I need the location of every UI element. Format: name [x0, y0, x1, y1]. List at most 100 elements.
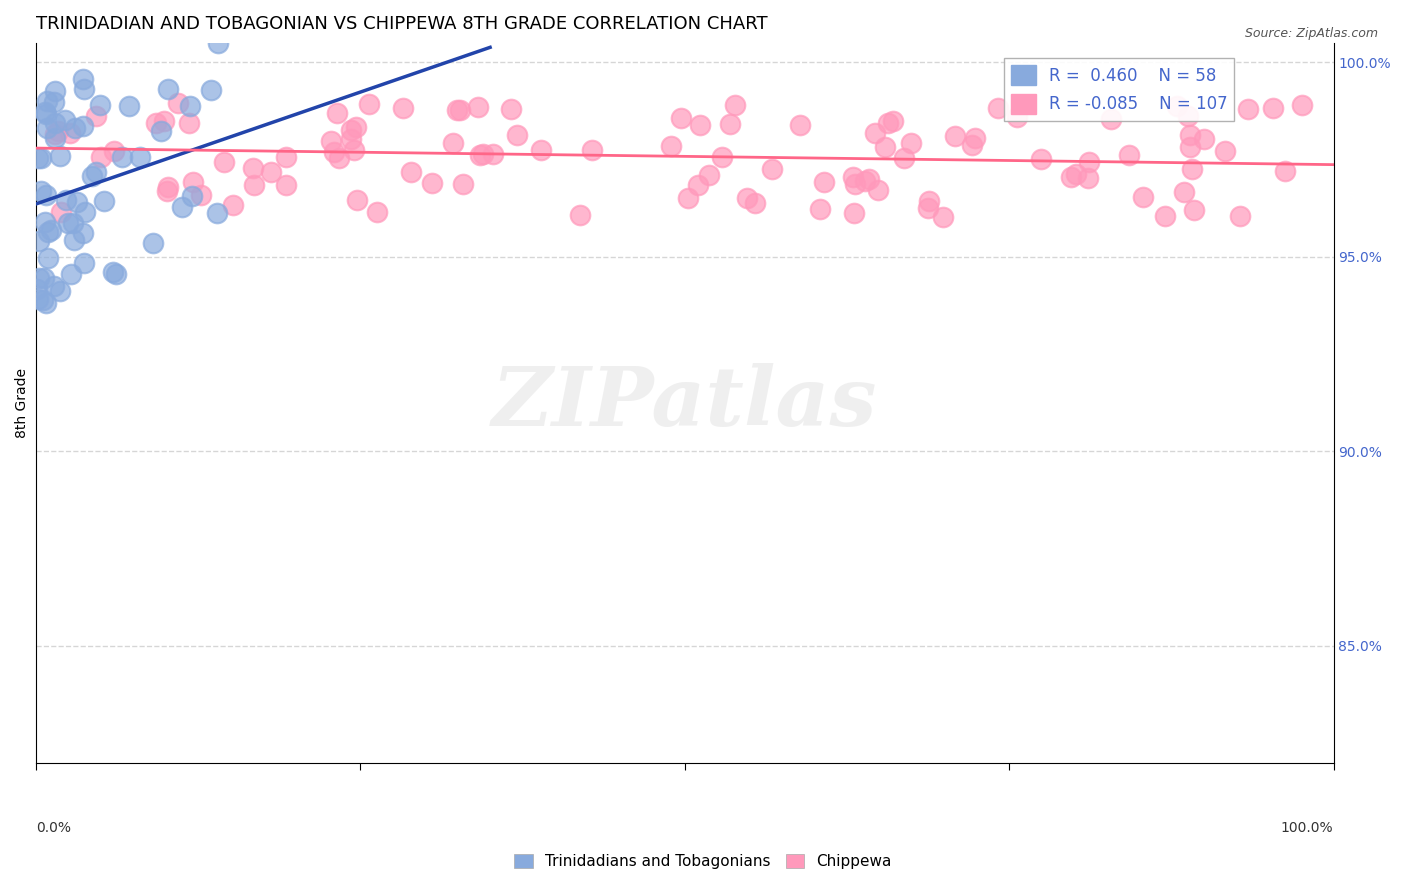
Point — [181, 189, 204, 203]
Point — [72, 226, 94, 240]
Point — [917, 201, 939, 215]
Point — [1118, 148, 1140, 162]
Point — [446, 103, 468, 118]
Text: TRINIDADIAN AND TOBAGONIAN VS CHIPPEWA 8TH GRADE CORRELATION CHART: TRINIDADIAN AND TOBAGONIAN VS CHIPPEWA 8… — [37, 15, 768, 33]
Point — [84, 164, 107, 178]
Point — [761, 162, 783, 177]
Point — [1132, 190, 1154, 204]
Point — [1178, 128, 1201, 143]
Point — [1060, 169, 1083, 184]
Point — [813, 175, 835, 189]
Point — [863, 126, 886, 140]
Point — [918, 194, 941, 208]
Point — [129, 150, 152, 164]
Point — [877, 116, 900, 130]
Point — [866, 183, 889, 197]
Point — [1192, 132, 1215, 146]
Point — [75, 205, 97, 219]
Point — [697, 168, 720, 182]
Point — [1291, 98, 1313, 112]
Point — [200, 83, 222, 97]
Point — [1274, 163, 1296, 178]
Point — [1173, 185, 1195, 199]
Point — [44, 127, 66, 141]
Point — [25, 282, 48, 296]
Point — [449, 103, 471, 118]
Point — [156, 184, 179, 198]
Point — [149, 123, 172, 137]
Point — [581, 143, 603, 157]
Point — [689, 118, 711, 132]
Point — [63, 233, 86, 247]
Point — [482, 147, 505, 161]
Point — [1099, 112, 1122, 126]
Point — [875, 140, 897, 154]
Point — [41, 223, 63, 237]
Point — [735, 191, 758, 205]
Point — [328, 151, 350, 165]
Point — [568, 208, 591, 222]
Point — [1180, 161, 1202, 176]
Point — [59, 127, 82, 141]
Point — [27, 293, 49, 307]
Point — [501, 102, 523, 116]
Point — [326, 105, 349, 120]
Text: 0.0%: 0.0% — [37, 821, 70, 835]
Point — [103, 265, 125, 279]
Point — [789, 118, 811, 132]
Point — [323, 145, 346, 160]
Point — [339, 132, 361, 146]
Point — [145, 116, 167, 130]
Point — [49, 205, 72, 219]
Point — [55, 194, 77, 208]
Point — [471, 146, 494, 161]
Point — [48, 149, 70, 163]
Point — [35, 296, 58, 310]
Point — [441, 136, 464, 151]
Point — [1029, 153, 1052, 167]
Point — [28, 234, 51, 248]
Point — [142, 236, 165, 251]
Point — [960, 137, 983, 152]
Point — [181, 176, 204, 190]
Point — [157, 81, 180, 95]
Point — [346, 193, 368, 207]
Point — [37, 225, 59, 239]
Point — [177, 116, 200, 130]
Point — [44, 116, 66, 130]
Point — [72, 120, 94, 134]
Point — [893, 152, 915, 166]
Point — [152, 114, 174, 128]
Point — [207, 36, 229, 50]
Point — [34, 215, 56, 229]
Point — [1213, 145, 1236, 159]
Point — [671, 112, 693, 126]
Point — [60, 267, 83, 281]
Point — [84, 109, 107, 123]
Point — [35, 107, 58, 121]
Point — [346, 120, 368, 134]
Point — [321, 134, 343, 148]
Point — [505, 128, 527, 143]
Point — [744, 196, 766, 211]
Point — [37, 251, 59, 265]
Legend: Trinidadians and Tobagonians, Chippewa: Trinidadians and Tobagonians, Chippewa — [508, 848, 898, 875]
Legend: R =  0.460    N = 58, R = -0.085    N = 107: R = 0.460 N = 58, R = -0.085 N = 107 — [1004, 58, 1234, 120]
Point — [28, 271, 51, 285]
Point — [42, 278, 65, 293]
Point — [932, 211, 955, 225]
Point — [399, 165, 422, 179]
Point — [56, 216, 79, 230]
Point — [1182, 203, 1205, 218]
Y-axis label: 8th Grade: 8th Grade — [15, 368, 30, 438]
Point — [167, 96, 190, 111]
Point — [451, 178, 474, 192]
Point — [987, 101, 1010, 115]
Point — [468, 148, 491, 162]
Point — [190, 188, 212, 202]
Point — [212, 154, 235, 169]
Point — [111, 150, 134, 164]
Point — [207, 206, 229, 220]
Point — [44, 131, 66, 145]
Point — [118, 99, 141, 113]
